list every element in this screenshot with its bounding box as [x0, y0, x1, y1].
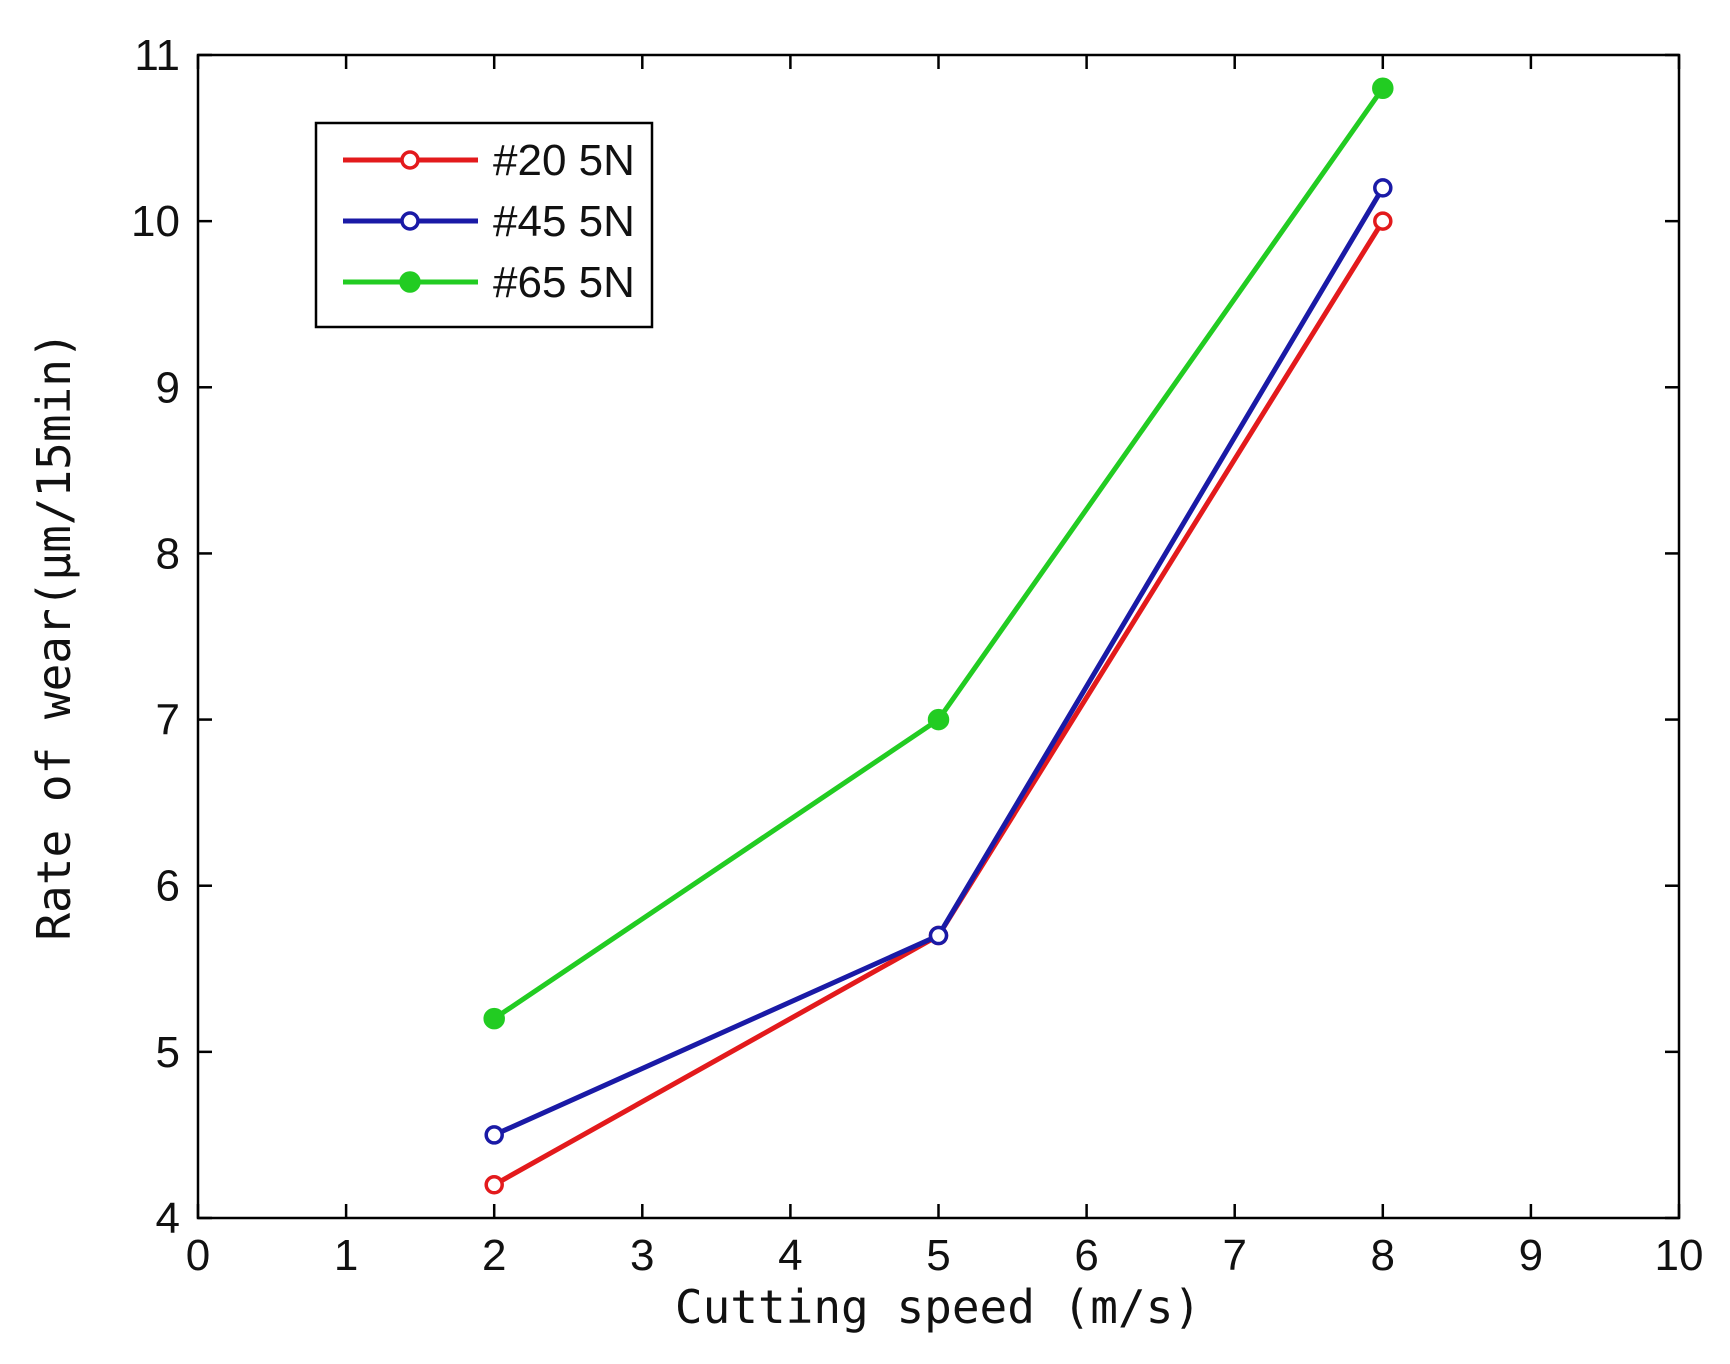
y-tick-label: 8 — [156, 529, 180, 578]
legend-marker — [399, 271, 421, 293]
y-axis-title: Rate of wear(μm/15min) — [27, 331, 81, 940]
y-tick-label: 4 — [156, 1194, 180, 1243]
x-tick-label: 4 — [778, 1231, 802, 1280]
legend-label: #65 5N — [493, 258, 635, 307]
series-2 — [484, 178, 1393, 1145]
x-tick-label: 1 — [334, 1231, 358, 1280]
y-tick-label: 5 — [156, 1028, 180, 1077]
x-tick-label: 10 — [1655, 1231, 1704, 1280]
data-point — [1373, 211, 1393, 231]
x-tick-label: 9 — [1519, 1231, 1543, 1280]
y-tick-label: 10 — [131, 197, 180, 246]
legend-label: #20 5N — [493, 136, 635, 185]
x-tick-label: 6 — [1074, 1231, 1098, 1280]
legend: #20 5N #45 5N #65 5N — [314, 121, 654, 329]
y-tick-label: 9 — [156, 363, 180, 412]
data-point — [927, 708, 950, 731]
data-point — [928, 925, 949, 946]
x-tick-label: 5 — [926, 1231, 950, 1280]
y-tick-label: 6 — [156, 862, 180, 911]
legend-box — [314, 121, 654, 329]
data-point — [484, 1175, 504, 1195]
data-point — [483, 1007, 505, 1030]
data-point — [484, 1125, 504, 1145]
axis-ticks: 0 1 2 3 4 5 6 7 8 9 10 4 5 6 7 8 9 10 11 — [131, 31, 1703, 1280]
x-tick-label: 2 — [482, 1231, 506, 1280]
y-tick-label: 11 — [134, 31, 180, 80]
y-tick-label: 7 — [156, 696, 180, 745]
x-tick-label: 3 — [630, 1231, 654, 1280]
legend-marker — [400, 150, 420, 170]
legend-label: #45 5N — [493, 197, 635, 246]
x-axis-title: Cutting speed (m/s) — [675, 1280, 1201, 1334]
x-tick-label: 8 — [1371, 1231, 1395, 1280]
series-3 — [483, 77, 1394, 1030]
data-point — [1373, 178, 1393, 198]
x-tick-label: 0 — [186, 1231, 210, 1280]
legend-marker — [400, 211, 420, 231]
data-point — [1372, 77, 1394, 99]
series-group — [483, 77, 1394, 1195]
x-tick-label: 7 — [1222, 1231, 1246, 1280]
